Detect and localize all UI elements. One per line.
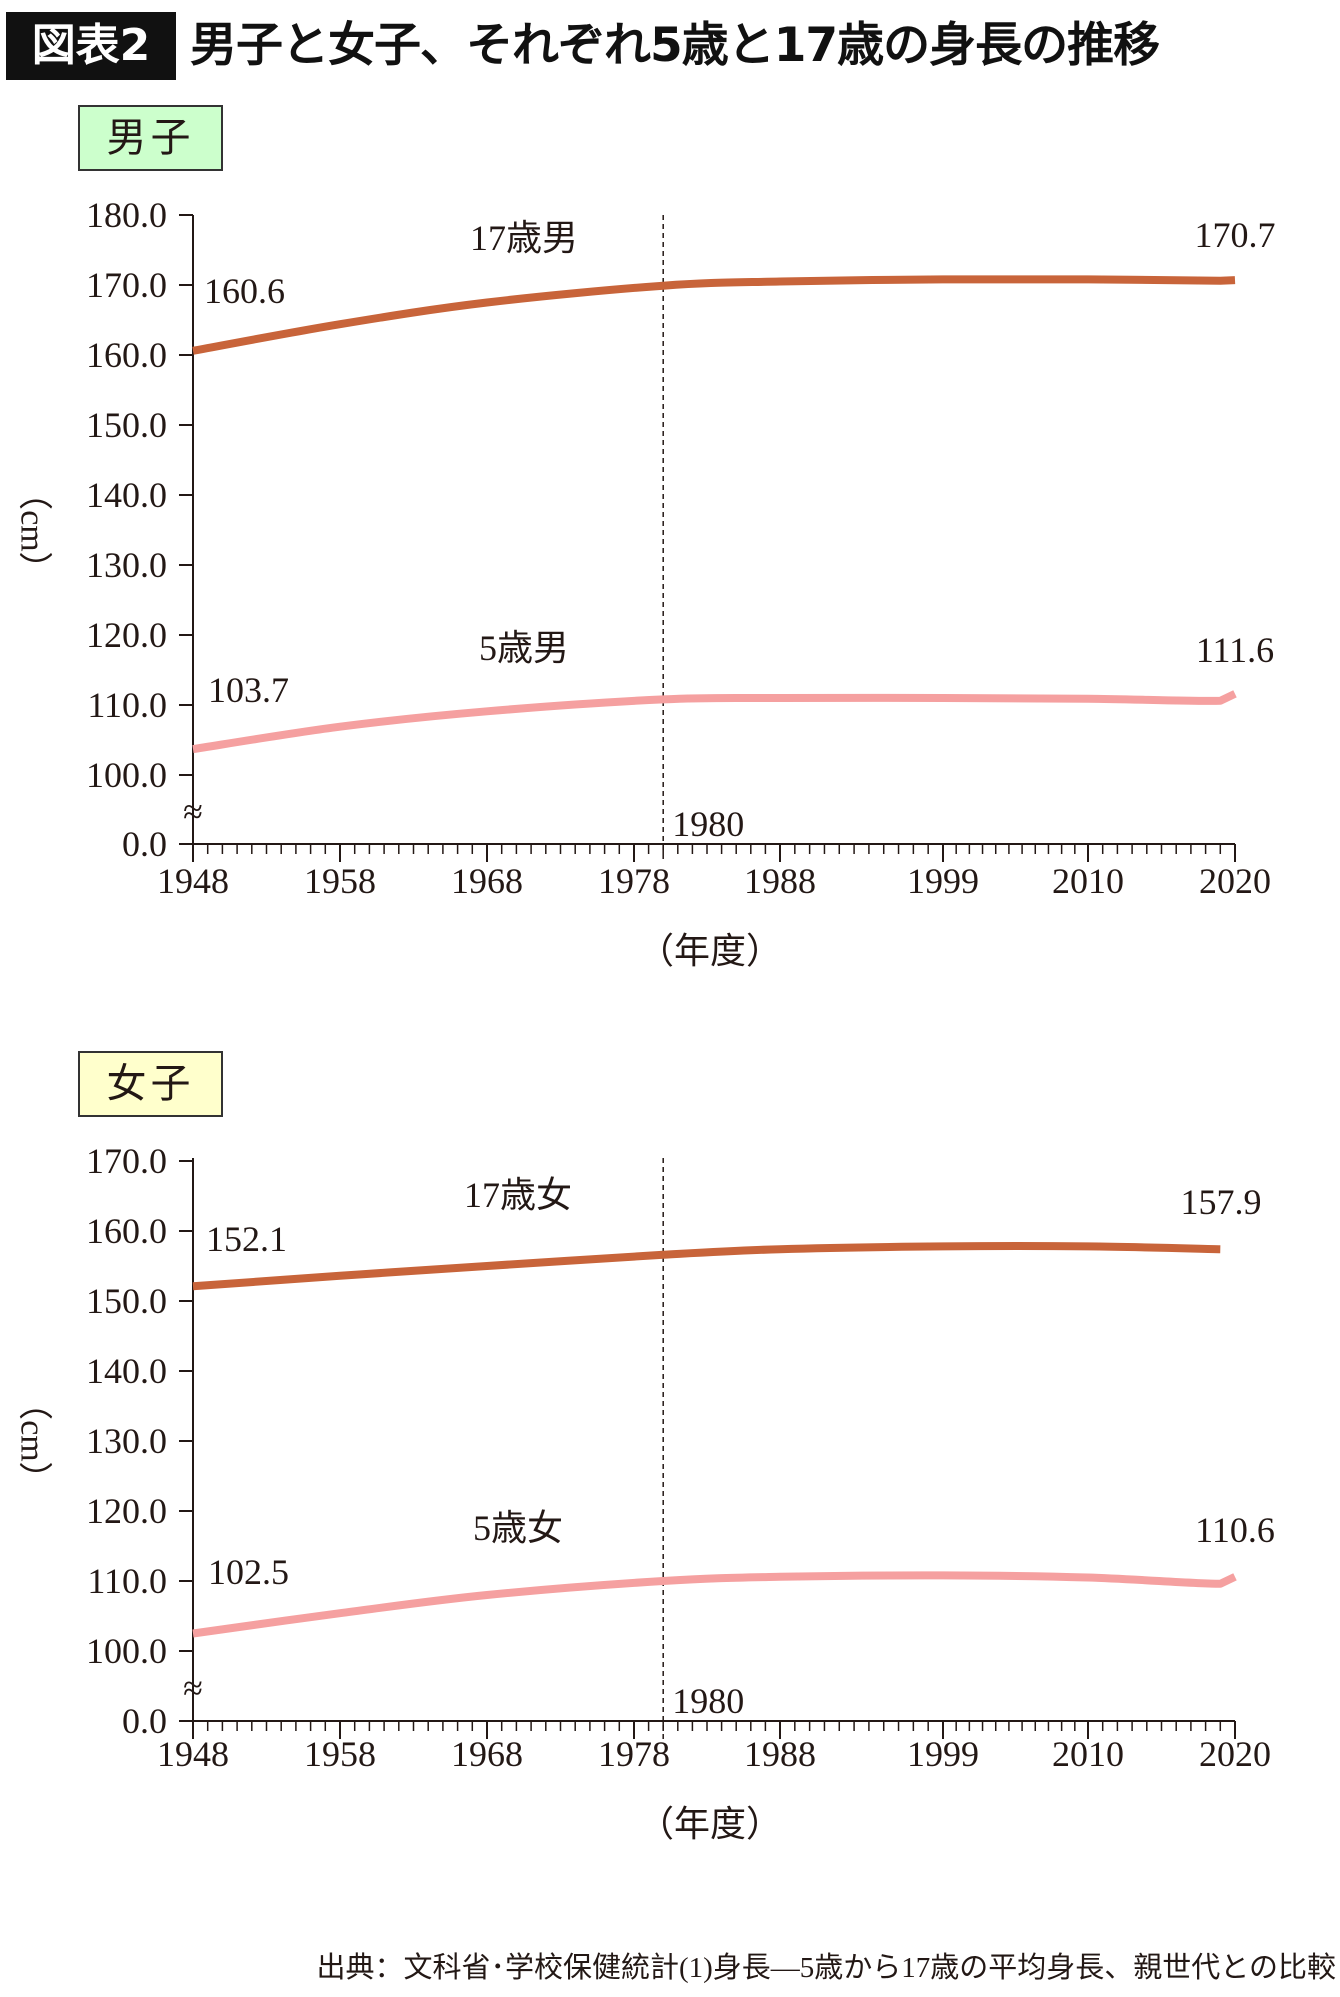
- series-name-label: 5歳女: [473, 1508, 563, 1548]
- reference-line-label: 1980: [672, 1681, 744, 1721]
- x-tick-label: 1958: [304, 861, 376, 901]
- y-tick-label: 110.0: [87, 685, 167, 725]
- x-tick-label: 1948: [157, 1734, 229, 1774]
- start-value-label: 103.7: [208, 670, 289, 710]
- start-value-label: 160.6: [204, 271, 285, 311]
- y-tick-label: 110.0: [87, 1561, 167, 1601]
- figure-title: 男子と女子、それぞれ5歳と17歳の身長の推移: [190, 18, 1160, 73]
- axis-break-icon: ≈: [183, 1668, 203, 1708]
- y-tick-label: 170.0: [86, 265, 167, 305]
- y-tick-label: 170.0: [86, 1141, 167, 1181]
- x-tick-label: 1999: [907, 1734, 979, 1774]
- y-tick-label: 180.0: [86, 195, 167, 235]
- x-axis-title: （年度）: [638, 1804, 782, 1844]
- y-tick-label: 0.0: [122, 1701, 167, 1741]
- y-tick-label: 150.0: [86, 405, 167, 445]
- panel-label-female: 女子: [78, 1051, 223, 1117]
- y-tick-label: 160.0: [86, 335, 167, 375]
- x-tick-label: 2010: [1052, 1734, 1124, 1774]
- x-tick-label: 2020: [1199, 1734, 1271, 1774]
- y-tick-label: 130.0: [86, 1421, 167, 1461]
- y-tick-label: 120.0: [86, 615, 167, 655]
- source-note: 出典：文科省･学校保健統計(1)身長―5歳から17歳の平均身長、親世代との比較: [316, 1952, 1336, 1984]
- series-line-age17: [192, 1242, 1221, 1291]
- y-tick-label: 100.0: [86, 755, 167, 795]
- end-value-label: 170.7: [1195, 215, 1276, 255]
- series-line-age5: [192, 1571, 1237, 1638]
- y-tick-label: 160.0: [86, 1211, 167, 1251]
- x-tick-label: 1988: [744, 861, 816, 901]
- x-tick-label: 1999: [907, 861, 979, 901]
- series-name-label: 17歳男: [470, 218, 578, 258]
- y-tick-label: 100.0: [86, 1631, 167, 1671]
- end-value-label: 111.6: [1196, 630, 1274, 670]
- x-tick-label: 1968: [451, 1734, 523, 1774]
- x-axis-title: （年度）: [638, 931, 782, 971]
- panel-label-male: 男子: [78, 105, 223, 171]
- x-tick-label: 2010: [1052, 861, 1124, 901]
- x-tick-label: 1988: [744, 1734, 816, 1774]
- x-tick-label: 2020: [1199, 861, 1271, 901]
- y-tick-label: 140.0: [86, 1351, 167, 1391]
- y-axis-title: （cm）: [14, 1386, 53, 1496]
- series-name-label: 17歳女: [464, 1175, 572, 1215]
- x-tick-label: 1968: [451, 861, 523, 901]
- series-name-label: 5歳男: [479, 628, 569, 668]
- y-tick-label: 140.0: [86, 475, 167, 515]
- x-tick-label: 1978: [598, 861, 670, 901]
- series-line-age5: [192, 690, 1237, 754]
- x-tick-label: 1948: [157, 861, 229, 901]
- y-tick-label: 0.0: [122, 824, 167, 864]
- y-tick-label: 150.0: [86, 1281, 167, 1321]
- y-axis-title: （cm）: [14, 476, 53, 586]
- end-value-label: 157.9: [1181, 1182, 1262, 1222]
- series-line-age17: [192, 275, 1236, 355]
- start-value-label: 152.1: [206, 1219, 287, 1259]
- y-tick-label: 120.0: [86, 1491, 167, 1531]
- y-tick-label: 130.0: [86, 545, 167, 585]
- end-value-label: 110.6: [1195, 1510, 1275, 1550]
- x-tick-label: 1958: [304, 1734, 376, 1774]
- reference-line-label: 1980: [672, 804, 744, 844]
- start-value-label: 102.5: [208, 1552, 289, 1592]
- x-tick-label: 1978: [598, 1734, 670, 1774]
- figure-number-badge: 図表2: [6, 12, 176, 80]
- axis-break-icon: ≈: [183, 792, 203, 832]
